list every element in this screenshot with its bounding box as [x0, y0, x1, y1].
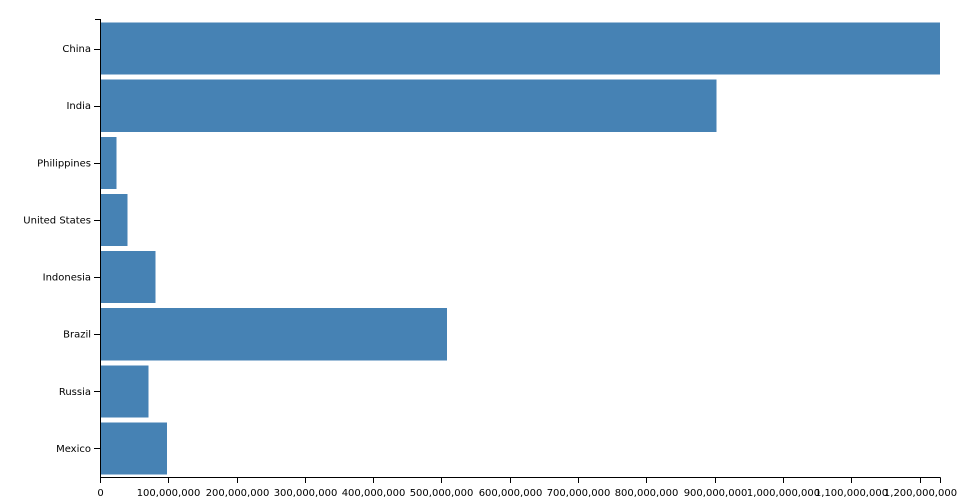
y-tick-label-china: China	[62, 44, 91, 55]
x-tick-label: 700,000,000	[547, 488, 611, 499]
bar-russia	[100, 365, 149, 418]
y-tick-label-indonesia: Indonesia	[43, 273, 91, 284]
x-tick-label: 300,000,000	[274, 488, 338, 499]
x-tick-label: 100,000,000	[137, 488, 201, 499]
y-tick-label-united-states: United States	[23, 215, 91, 226]
x-tick-label: 200,000,000	[206, 488, 270, 499]
y-tick-label-brazil: Brazil	[63, 330, 91, 341]
x-tick-label: 800,000,000	[615, 488, 679, 499]
bar-china	[100, 22, 940, 75]
x-tick-label: 600,000,000	[479, 488, 543, 499]
y-axis: China India Philippines United States Indone…	[23, 19, 101, 477]
x-tick-label: 400,000,000	[342, 488, 406, 499]
bar-mexico	[100, 422, 167, 475]
y-tick-label-russia: Russia	[59, 387, 91, 398]
bar-indonesia	[100, 251, 156, 304]
x-tick-label: 1,000,000,000	[747, 488, 820, 499]
x-tick-label: 900,000,000	[684, 488, 748, 499]
bars	[100, 22, 940, 475]
x-tick-label: 1,200,000,000	[884, 488, 957, 499]
bar-philippines	[100, 136, 117, 189]
x-tick-label: 500,000,000	[410, 488, 474, 499]
x-tick-label: 1,100,000,000	[815, 488, 888, 499]
bar-india	[100, 79, 717, 132]
x-axis: 0 100,000,000 200,000,000 300,000,000 400,00…	[97, 477, 957, 499]
bar-brazil	[100, 308, 447, 361]
x-tick-label: 0	[97, 488, 103, 499]
y-tick-label-philippines: Philippines	[37, 158, 91, 169]
y-tick-label-india: India	[66, 101, 91, 112]
bar-united-states	[100, 193, 128, 246]
y-tick-label-mexico: Mexico	[56, 444, 91, 455]
